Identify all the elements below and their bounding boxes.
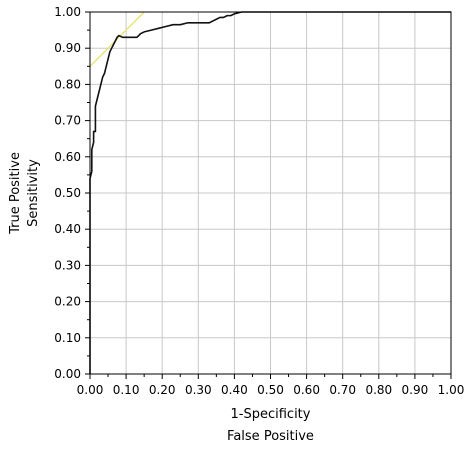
y-tick-label: 0.10 bbox=[54, 331, 81, 345]
plot-frame bbox=[89, 11, 452, 375]
x-tick-label: 0.60 bbox=[293, 383, 320, 397]
y-tick-label: 0.30 bbox=[54, 258, 81, 272]
x-tick-label: 0.20 bbox=[149, 383, 176, 397]
y-tick-label: 1.00 bbox=[54, 5, 81, 19]
x-axis-title: 1-Specificity bbox=[231, 407, 311, 422]
x-tick-label: 0.30 bbox=[185, 383, 212, 397]
y-tick-label: 0.60 bbox=[54, 150, 81, 164]
x-tick-label: 0.70 bbox=[329, 383, 356, 397]
tick-labels: 0.00 0.10 0.20 0.30 0.40 0.50 0.60 0.70 0.80 0.90… bbox=[54, 5, 464, 397]
y-axis-subtitle: Sensitivity bbox=[26, 159, 41, 227]
y-tick-label: 0.20 bbox=[54, 295, 81, 309]
y-tick-label: 0.80 bbox=[54, 77, 81, 91]
y-tick-label: 0.90 bbox=[54, 41, 81, 55]
x-axis-subtitle: False Positive bbox=[227, 429, 314, 444]
y-tick-label: 0.00 bbox=[54, 367, 81, 381]
roc-curve bbox=[89, 11, 451, 374]
series bbox=[89, 11, 451, 374]
axis-ticks bbox=[85, 11, 452, 379]
x-tick-label: 0.80 bbox=[365, 383, 392, 397]
x-tick-label: 1.00 bbox=[438, 383, 465, 397]
x-tick-label: 0.40 bbox=[221, 383, 248, 397]
y-tick-label: 0.40 bbox=[54, 222, 81, 236]
x-tick-label: 0.00 bbox=[77, 383, 104, 397]
x-tick-label: 0.10 bbox=[113, 383, 140, 397]
grid bbox=[90, 12, 451, 374]
x-tick-label: 0.50 bbox=[257, 383, 284, 397]
y-tick-label: 0.50 bbox=[54, 186, 81, 200]
x-tick-label: 0.90 bbox=[402, 383, 429, 397]
tangent-line bbox=[89, 11, 145, 67]
y-tick-label: 0.70 bbox=[54, 114, 81, 128]
y-axis-title: True Positive bbox=[8, 152, 23, 235]
